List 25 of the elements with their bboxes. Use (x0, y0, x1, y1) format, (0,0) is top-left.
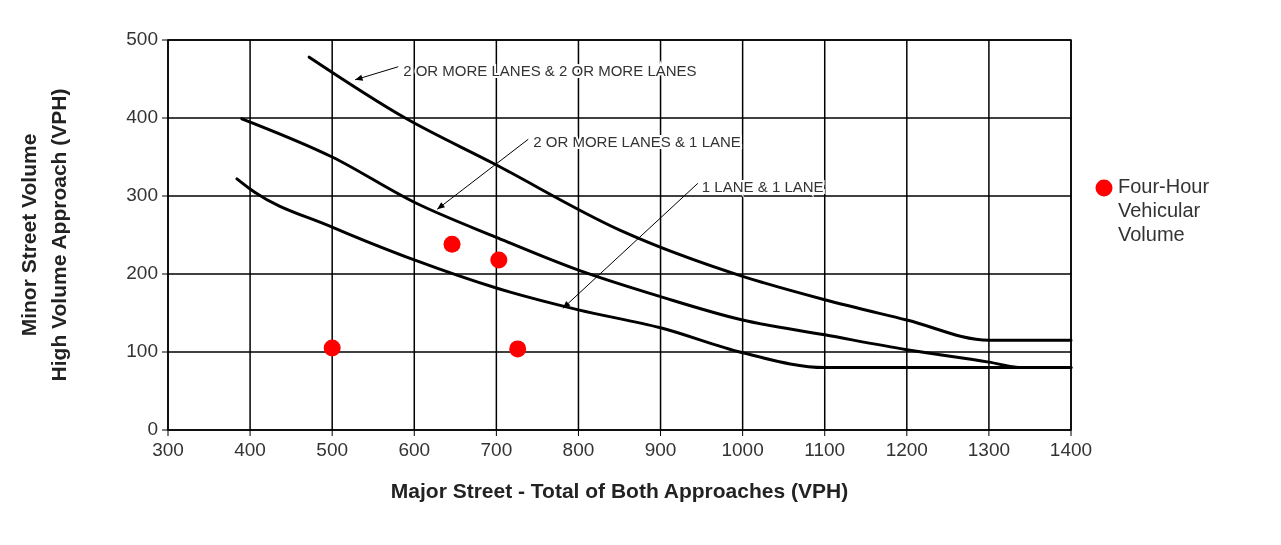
point (323, 339, 341, 357)
x-tick-label: 1200 (885, 439, 928, 460)
y-axis-title: Minor Street Volume High Volume Approach (VPH) (16, 88, 70, 382)
y-tick-label: 500 (126, 28, 158, 50)
x-tick-label: 800 (562, 439, 595, 460)
x-tick-label: 900 (644, 439, 677, 460)
x-tick-label: 600 (398, 439, 431, 460)
x-tick-label: 1400 (1049, 439, 1093, 460)
point (490, 251, 508, 269)
x-tick-label: 400 (234, 439, 266, 460)
y-tick-label: 0 (147, 418, 158, 440)
y-tick-label: 300 (126, 184, 158, 206)
x-tick-label: 300 (152, 439, 184, 460)
y-tick-label: 400 (126, 106, 158, 128)
point (509, 340, 527, 358)
x-tick-label: 500 (316, 439, 349, 460)
y-tick-label: 100 (126, 340, 158, 362)
x-axis-title: Major Street - Total of Both Approaches (VPH) (390, 479, 849, 502)
legend-label: Four-Hour Vehicular Volume (1118, 175, 1210, 246)
x-tick-label: 700 (480, 439, 513, 460)
y-tick-label: 200 (126, 262, 158, 284)
point (443, 235, 461, 253)
x-tick-label: 1300 (967, 439, 1011, 460)
x-tick-label: 1000 (721, 439, 764, 460)
x-tick-label: 1100 (804, 439, 846, 460)
